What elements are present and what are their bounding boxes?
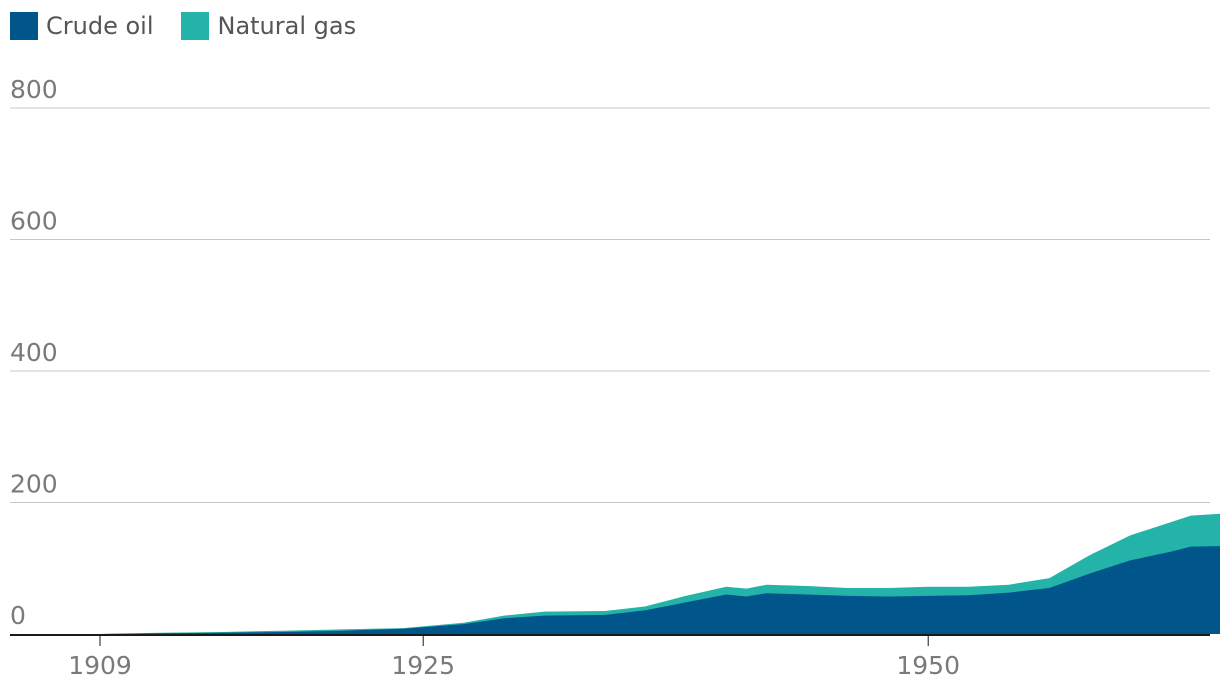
- y-tick-label-200: 200: [10, 470, 58, 499]
- legend: Crude oil Natural gas: [10, 12, 384, 40]
- legend-item-natural-gas: Natural gas: [181, 12, 356, 40]
- x-tick-label-1950: 1950: [896, 651, 960, 680]
- area-natural-gas: [100, 513, 1220, 634]
- y-tick-label-400: 400: [10, 338, 58, 367]
- legend-label-natural-gas: Natural gas: [217, 12, 357, 40]
- y-tick-label-800: 800: [10, 75, 58, 104]
- legend-label-crude-oil: Crude oil: [46, 12, 154, 40]
- x-tick-label-1909: 1909: [68, 651, 132, 680]
- y-tick-label-600: 600: [10, 207, 58, 236]
- legend-swatch-natural-gas: [181, 12, 210, 40]
- y-tick-label-0: 0: [10, 601, 26, 630]
- legend-swatch-crude-oil: [10, 12, 38, 40]
- legend-item-crude-oil: Crude oil: [10, 12, 153, 40]
- x-tick-label-1925: 1925: [391, 651, 455, 680]
- area-crude-oil: [100, 546, 1220, 634]
